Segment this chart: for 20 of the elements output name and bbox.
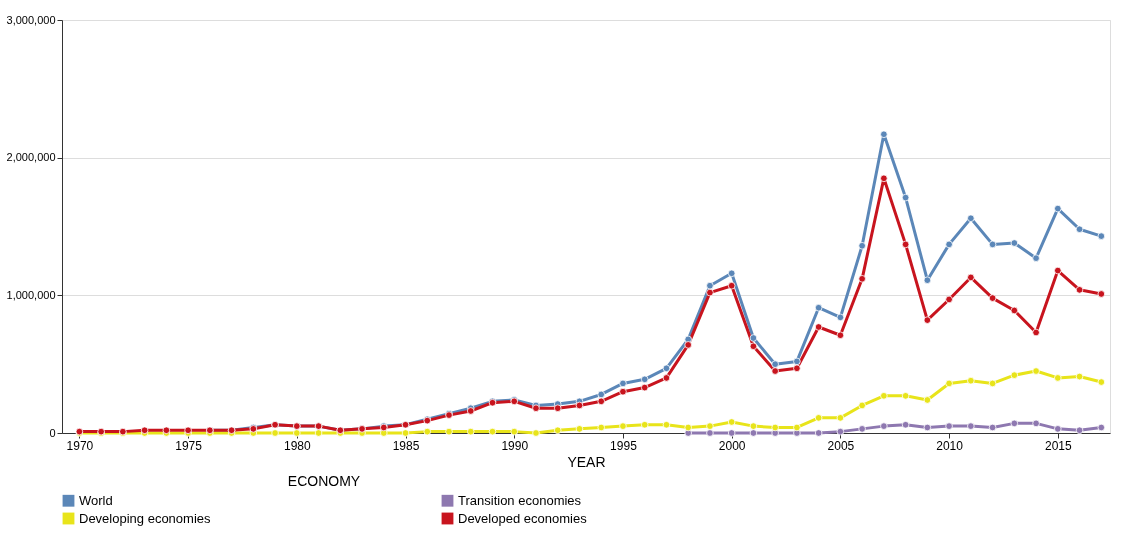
- legend-label: Transition economies: [458, 492, 582, 508]
- x-axis-title: YEAR: [567, 453, 606, 470]
- x-tick-label: 1990: [501, 438, 529, 453]
- legend-label: World: [79, 492, 113, 508]
- x-tick-label: 1985: [392, 438, 420, 453]
- legend-label: Developed economies: [458, 510, 588, 526]
- y-tick-label: 2,000,000: [6, 151, 56, 164]
- x-tick-label: 1975: [175, 438, 203, 453]
- legend-label: Developing economies: [79, 510, 212, 526]
- x-tick-label: 2005: [827, 438, 855, 453]
- x-tick-label: 1970: [66, 438, 94, 453]
- legend-title: ECONOMY: [287, 473, 361, 489]
- y-tick-label: 0: [49, 426, 56, 439]
- x-tick-label: 2015: [1044, 438, 1072, 453]
- x-tick-label: 2010: [936, 438, 964, 453]
- y-tick-label: 1,000,000: [6, 288, 56, 301]
- x-tick-label: 1995: [610, 438, 638, 453]
- x-tick-label: 2000: [718, 438, 746, 453]
- x-tick-label: 1980: [283, 438, 311, 453]
- y-tick-label: 3,000,000: [6, 13, 56, 26]
